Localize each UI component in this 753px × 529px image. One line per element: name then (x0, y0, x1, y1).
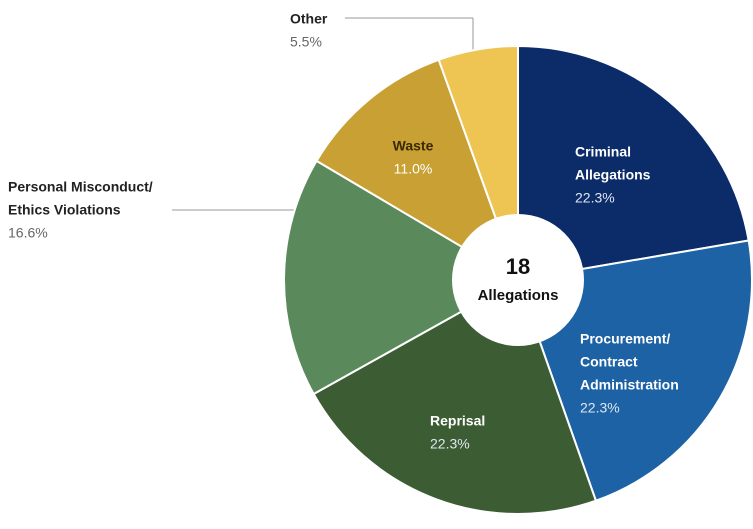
center-label: Allegations (478, 287, 559, 304)
value-label: 22.3% (580, 400, 620, 416)
value-label: 11.0% (394, 161, 433, 177)
slice-label: Ethics Violations (8, 202, 121, 218)
slice-label: Reprisal (430, 413, 485, 429)
slice-label: Waste (393, 138, 434, 154)
slice-label: Other (290, 11, 328, 27)
donut-hole (452, 214, 584, 346)
value-label: 16.6% (8, 225, 48, 241)
value-label: 22.3% (575, 190, 615, 206)
slice (283, 159, 521, 396)
slice-label: Procurement/ (580, 331, 670, 347)
value-label: 22.3% (430, 436, 470, 452)
slice (315, 58, 520, 283)
slice-label: Allegations (575, 167, 651, 183)
slice-label: Criminal (575, 144, 631, 160)
center-value: 18 (506, 254, 530, 279)
slice-label: Administration (580, 377, 679, 393)
slice-label: Contract (580, 354, 638, 370)
slice (517, 44, 750, 282)
slice-label: Personal Misconduct/ (8, 179, 153, 195)
value-label: 5.5% (290, 34, 322, 50)
